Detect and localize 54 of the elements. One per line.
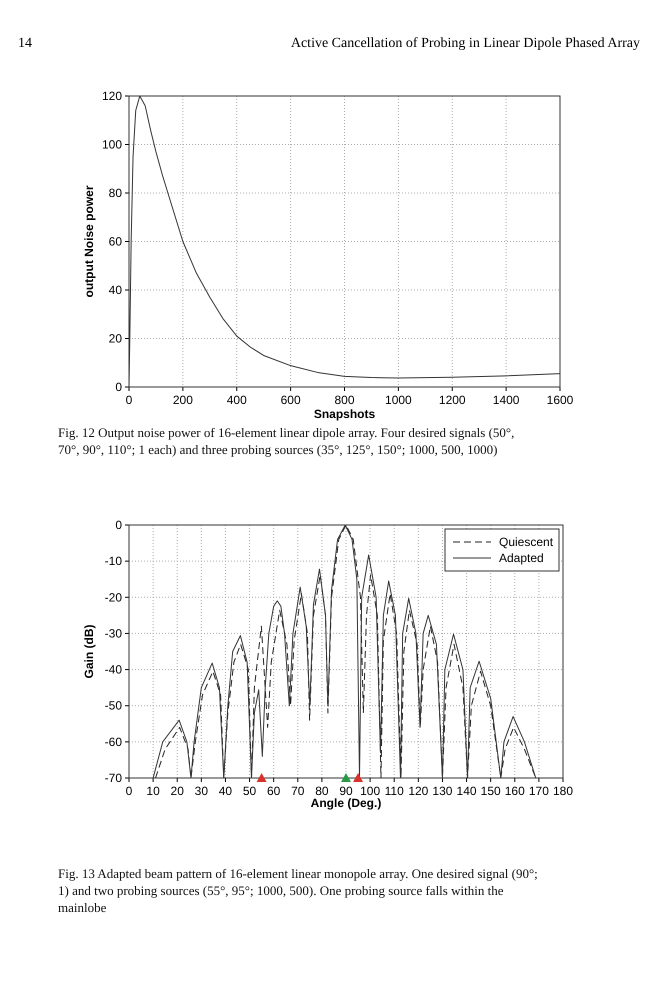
x-tick-label: 30 <box>194 784 208 798</box>
x-tick-label: 40 <box>218 784 232 798</box>
x-tick-label: 400 <box>226 393 248 407</box>
caption: Fig. 12 Output noise power of 16-element linear dipole array. Four desired signals (50°, 70°, 90°, 110°; 1 each) and three probing sources (35°, 125°, 150°; 1000, 500, 1000) <box>58 425 514 457</box>
x-tick-label: 120 <box>408 784 429 798</box>
y-tick-label: -40 <box>104 662 122 677</box>
text: Active Cancellation of Probing in Linear Dipole Phased Array <box>290 36 640 51</box>
x-tick-label: 1200 <box>438 393 466 407</box>
x-tick-label: 110 <box>384 784 404 798</box>
y-tick-label: -70 <box>104 771 122 785</box>
x-tick-label: 140 <box>456 784 477 798</box>
y-tick-label: 0 <box>115 518 122 532</box>
x-tick-label: 70 <box>291 784 305 798</box>
x-tick-label: 1000 <box>385 393 412 407</box>
x-tick-label: 180 <box>552 784 574 798</box>
y-tick-label: 20 <box>108 332 122 346</box>
legend-label: Adapted <box>499 551 544 565</box>
y-tick-label: -20 <box>104 590 122 604</box>
x-tick-label: 150 <box>480 784 501 798</box>
text: 14 <box>18 36 32 51</box>
x-tick-label: 10 <box>146 784 160 798</box>
x-axis-title: Snapshots <box>314 407 376 421</box>
x-axis-title: Angle (Deg.) <box>310 796 382 810</box>
y-tick-label: 60 <box>108 234 122 248</box>
y-tick-label: -30 <box>104 626 122 640</box>
y-tick-label: -10 <box>104 554 122 568</box>
x-tick-label: 90 <box>339 784 353 798</box>
x-tick-label: 60 <box>266 784 281 798</box>
x-tick-label: 0 <box>126 784 133 798</box>
x-tick-label: 20 <box>170 784 184 798</box>
x-tick-label: 80 <box>315 784 329 798</box>
x-tick-label: 50 <box>242 784 257 798</box>
x-tick-label: 600 <box>280 393 301 407</box>
y-tick-label: 80 <box>108 186 122 200</box>
y-tick-label: 100 <box>102 138 122 152</box>
caption: Fig. 13 Adapted beam pattern of 16-element linear monopole array. One desired signal (90°; 1) and two probing sources (55°, 95°; 1000, 500). One probing source falls within the mainlobe <box>58 866 538 915</box>
y-tick-label: -60 <box>104 734 122 749</box>
x-tick-label: 170 <box>528 784 550 798</box>
x-tick-label: 1400 <box>492 393 520 407</box>
x-tick-label: 100 <box>360 784 380 798</box>
y-tick-label: 120 <box>102 89 122 103</box>
y-axis-title: output Noise power <box>82 185 96 298</box>
y-tick-label: 40 <box>108 283 122 297</box>
legend-label: Quiescent <box>499 535 554 549</box>
x-tick-label: 0 <box>126 393 133 407</box>
y-axis-title: Gain (dB) <box>82 624 96 678</box>
y-tick-label: -50 <box>104 698 122 713</box>
line-series <box>128 96 560 388</box>
x-tick-label: 130 <box>432 784 453 798</box>
y-tick-label: 0 <box>115 380 122 394</box>
x-tick-label: 160 <box>504 784 526 798</box>
x-tick-label: 800 <box>334 393 355 407</box>
x-tick-label: 200 <box>172 393 194 407</box>
x-tick-label: 1600 <box>546 393 574 407</box>
